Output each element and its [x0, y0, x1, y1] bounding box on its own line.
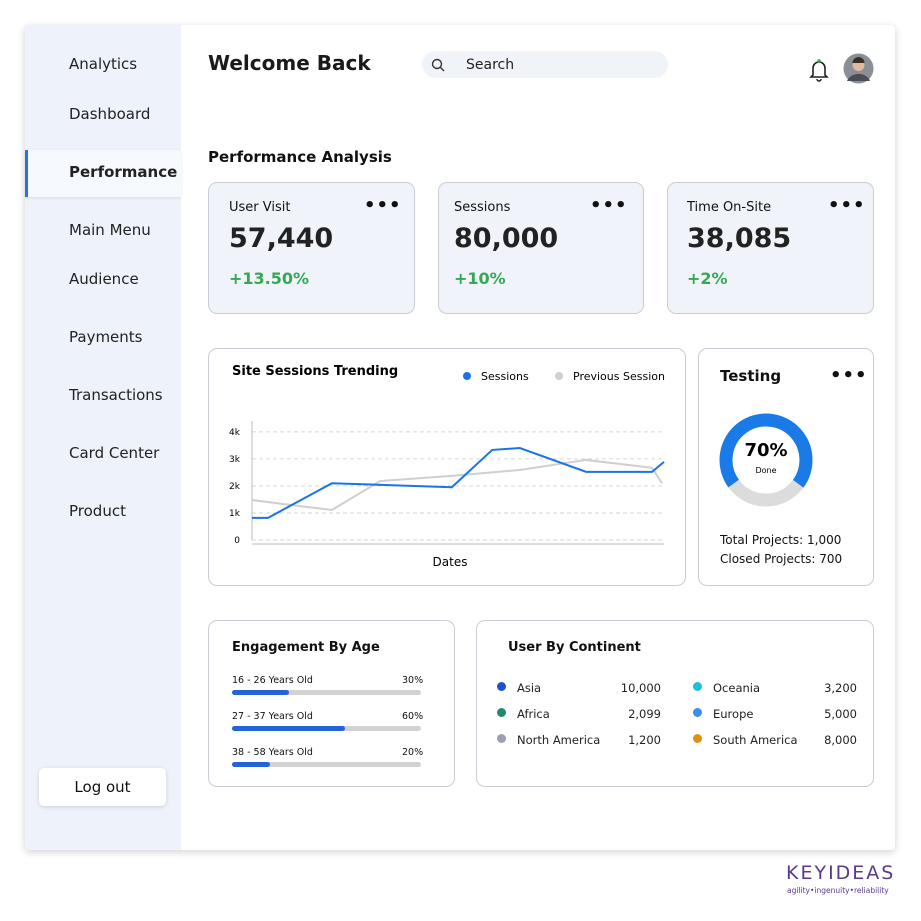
chart-card	[208, 348, 686, 586]
continent-name: Europe	[713, 707, 754, 721]
total-projects: Total Projects: 1,000	[720, 533, 842, 547]
bar-value: 30%	[402, 675, 424, 686]
active-item	[25, 150, 181, 197]
series-line	[252, 447, 665, 519]
y-tick-label: 2k	[229, 482, 241, 492]
section-title: Performance Analysis	[208, 148, 392, 166]
bar	[232, 762, 270, 767]
nav-item[interactable]: Product	[69, 502, 126, 520]
y-tick-label: 4k	[229, 428, 241, 438]
continent-card: User By Continent	[476, 620, 874, 787]
bar	[232, 726, 346, 731]
continent-value: 3,200	[824, 681, 857, 695]
continent-name: Africa	[517, 707, 550, 721]
nav-item[interactable]: Dashboard	[69, 105, 151, 123]
bar-value: 20%	[402, 747, 424, 758]
continent-value: 10,000	[620, 681, 661, 695]
legend-swatch	[555, 372, 563, 380]
stat-change: +2%	[687, 269, 728, 288]
continent-name: Oceania	[713, 681, 761, 695]
donut: 70% Done	[719, 413, 813, 507]
menu-dots[interactable]: •••	[590, 195, 628, 216]
continent-value: 1,200	[628, 733, 661, 747]
search-box[interactable]: Search	[422, 51, 668, 78]
search-icon	[431, 58, 445, 72]
nav-item[interactable]: Payments	[69, 328, 143, 346]
stat-card: Sessions ••• 80,000 +10%	[438, 182, 644, 314]
avatar[interactable]	[843, 53, 874, 84]
stat-change: +10%	[454, 269, 506, 288]
continent-value: 5,000	[824, 707, 857, 721]
nav-item[interactable]: Analytics	[69, 55, 138, 73]
logout-button[interactable]: Log out	[39, 768, 166, 806]
closed-projects: Closed Projects: 700	[720, 552, 843, 566]
continent-name: North America	[517, 733, 601, 747]
card-title: Testing	[720, 367, 782, 385]
stat-card: Time On-Site ••• 38,085 +2%	[667, 182, 874, 314]
series-line	[251, 458, 663, 512]
stat-value: 57,440	[229, 223, 334, 254]
search-placeholder: Search	[466, 57, 515, 73]
brand-tagline: agility•ingenuity•reliability	[787, 886, 889, 895]
y-tick-label: 3k	[229, 455, 241, 465]
donut-label: 70%	[744, 440, 787, 461]
legend-dot	[497, 708, 506, 717]
menu-dots[interactable]: •••	[828, 195, 866, 216]
active-indicator	[25, 150, 28, 197]
legend-dot	[693, 734, 702, 743]
bell-icon[interactable]	[808, 58, 830, 82]
stat-title: User Visit	[229, 200, 291, 215]
card-title: Engagement By Age	[232, 640, 380, 655]
stat-value: 80,000	[454, 223, 559, 254]
stat-title: Sessions	[454, 200, 511, 215]
brand-logo: KEYIDEAS	[786, 862, 896, 884]
chart-title: Site Sessions Trending	[232, 364, 398, 379]
bar-value: 60%	[402, 711, 424, 722]
legend-dot	[497, 734, 506, 743]
stat-title: Time On-Site	[687, 200, 772, 215]
bar-label: 27 - 37 Years Old	[232, 711, 313, 722]
bar-label: 16 - 26 Years Old	[232, 675, 313, 686]
bar-label: 38 - 58 Years Old	[232, 747, 313, 758]
legend-swatch	[463, 372, 471, 380]
legend-dot	[693, 708, 702, 717]
nav-item[interactable]: Card Center	[69, 444, 160, 462]
legend-label: Sessions	[481, 370, 529, 383]
menu-dots[interactable]: •••	[830, 365, 868, 386]
legend-dot	[497, 682, 506, 691]
line-chart: Site Sessions Trending Dates 0 1k 2k 3k 4k Se…	[229, 364, 665, 569]
sidebar	[25, 25, 181, 850]
nav-item[interactable]: Audience	[69, 270, 139, 288]
continent-name: South America	[713, 733, 798, 747]
engagement-card: Engagement By Age	[208, 620, 455, 787]
stat-value: 38,085	[687, 223, 792, 254]
y-tick-label: 1k	[229, 509, 241, 519]
nav-item[interactable]: Transactions	[69, 386, 163, 404]
menu-dots[interactable]: •••	[364, 195, 402, 216]
continent-value: 8,000	[824, 733, 857, 747]
card-title: User By Continent	[508, 640, 641, 655]
page-title: Welcome Back	[208, 51, 371, 75]
stat-card: User Visit ••• 57,440 +13.50%	[208, 182, 415, 314]
continent-value: 2,099	[628, 707, 661, 721]
legend-dot	[693, 682, 702, 691]
y-tick-label: 0	[234, 536, 240, 546]
continent-name: Asia	[517, 681, 542, 695]
legend-label: Previous Session	[573, 370, 665, 383]
donut-sublabel: Done	[755, 466, 776, 475]
stat-change: +13.50%	[229, 269, 310, 288]
nav-item[interactable]: Performance	[69, 163, 178, 181]
bar	[232, 690, 289, 695]
nav-item[interactable]: Main Menu	[69, 221, 151, 239]
x-axis-label: Dates	[433, 555, 468, 569]
bar-track	[232, 762, 421, 767]
bar-track	[232, 690, 421, 695]
